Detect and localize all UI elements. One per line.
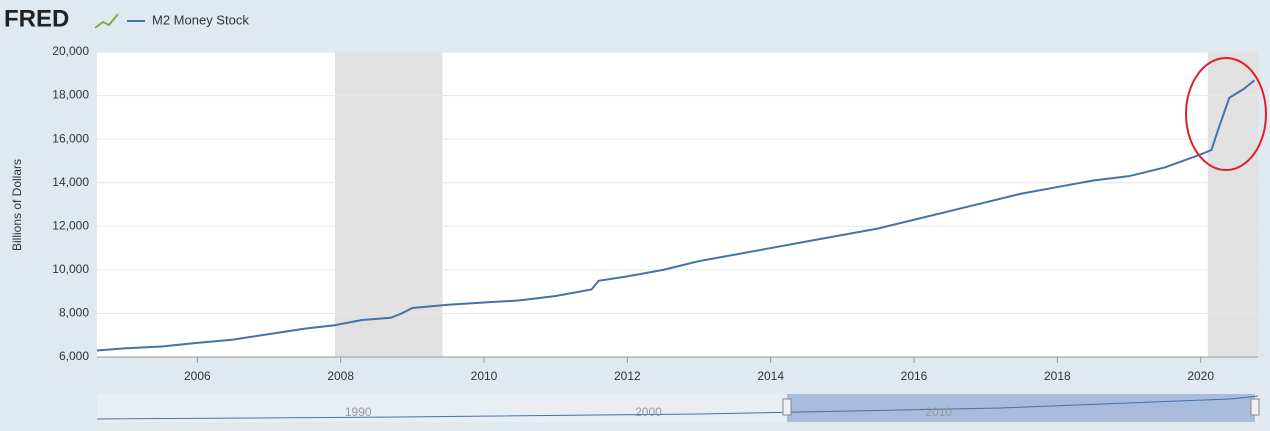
recession-band: [334, 52, 443, 357]
plot-area: [97, 52, 1258, 357]
data-line: [96, 79, 1256, 352]
navigator-line: [96, 395, 1259, 420]
logo: FRED: [4, 5, 69, 32]
y-tick-label: 14,000: [52, 175, 89, 189]
x-tick-label: 2020: [1187, 369, 1214, 383]
x-tick-label: 2010: [471, 369, 498, 383]
x-tick-label: 2012: [614, 369, 641, 383]
x-tick-label: 2006: [184, 369, 211, 383]
navigator-window[interactable]: [787, 394, 1255, 422]
x-tick-label: 2008: [327, 369, 354, 383]
highlight-circle: [1185, 57, 1267, 171]
y-tick-label: 10,000: [52, 262, 89, 276]
y-tick-label: 12,000: [52, 218, 89, 232]
navigator-handle[interactable]: [782, 398, 792, 416]
recession-band: [1207, 52, 1258, 357]
y-tick-label: 8,000: [59, 306, 89, 320]
x-tick-label: 2016: [901, 369, 928, 383]
y-tick-label: 16,000: [52, 131, 89, 145]
y-tick-label: 18,000: [52, 88, 89, 102]
navigator-tick-label: 1990: [345, 405, 372, 419]
x-tick-label: 2018: [1044, 369, 1071, 383]
navigator-tick-label: 2000: [635, 405, 662, 419]
navigator-tick-label: 2010: [925, 405, 952, 419]
legend-label[interactable]: M2 Money Stock: [152, 12, 249, 27]
x-tick-label: 2014: [757, 369, 784, 383]
y-tick-label: 6,000: [59, 349, 89, 363]
y-axis-label: Billions of Dollars: [10, 159, 24, 251]
y-tick-label: 20,000: [52, 44, 89, 58]
logo-icon: [94, 13, 119, 29]
navigator-handle[interactable]: [1250, 398, 1260, 416]
